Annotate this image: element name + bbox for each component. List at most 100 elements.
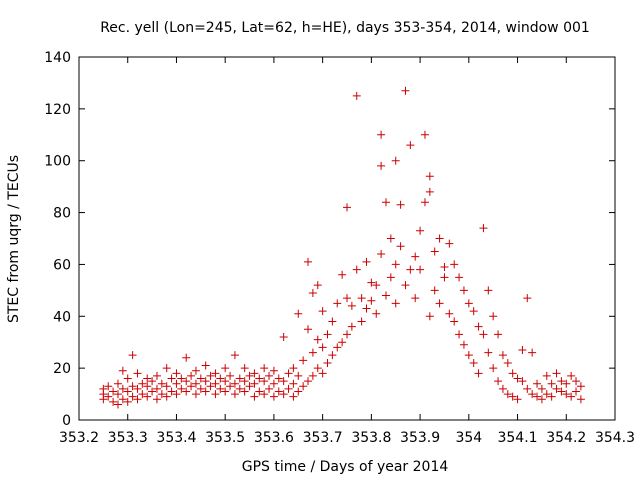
- data-point: [235, 374, 244, 383]
- data-point: [201, 387, 210, 396]
- data-point: [182, 353, 191, 362]
- data-point: [250, 369, 259, 378]
- data-point: [450, 260, 459, 269]
- data-point: [484, 348, 493, 357]
- data-point: [289, 364, 298, 373]
- data-point: [333, 299, 342, 308]
- data-point: [226, 382, 235, 391]
- data-point: [269, 379, 278, 388]
- data-point: [289, 392, 298, 401]
- y-tick-label: 40: [53, 309, 71, 325]
- data-point: [240, 377, 249, 386]
- data-point: [109, 387, 118, 396]
- data-point: [284, 384, 293, 393]
- data-point: [172, 390, 181, 399]
- data-point: [474, 369, 483, 378]
- x-tick-label: 353.5: [205, 430, 245, 446]
- data-point: [308, 348, 317, 357]
- data-point: [133, 384, 142, 393]
- x-tick-label: 353.2: [59, 430, 99, 446]
- x-tick-label: 354: [455, 430, 482, 446]
- axis-ticks: 353.2 353.3 353.4 353.5 353.6 353.7 353.8 353.9…: [44, 50, 635, 446]
- data-point: [537, 395, 546, 404]
- data-point: [503, 390, 512, 399]
- data-point: [318, 369, 327, 378]
- data-point: [240, 387, 249, 396]
- data-point: [157, 379, 166, 388]
- data-point: [255, 387, 264, 396]
- data-point: [391, 156, 400, 165]
- data-point: [260, 390, 269, 399]
- data-point: [191, 379, 200, 388]
- data-point: [128, 351, 137, 360]
- data-point: [187, 382, 196, 391]
- data-point: [289, 379, 298, 388]
- data-point: [318, 343, 327, 352]
- data-point: [191, 390, 200, 399]
- data-point: [328, 317, 337, 326]
- data-point: [162, 382, 171, 391]
- data-point: [464, 351, 473, 360]
- data-point: [323, 330, 332, 339]
- data-point: [338, 338, 347, 347]
- data-point: [528, 390, 537, 399]
- data-point: [562, 379, 571, 388]
- data-point: [435, 299, 444, 308]
- x-tick-label: 354.3: [595, 430, 635, 446]
- x-axis-label: GPS time / Days of year 2014: [242, 459, 449, 475]
- data-point: [372, 309, 381, 318]
- data-point: [104, 392, 113, 401]
- data-point: [274, 374, 283, 383]
- data-point: [123, 397, 132, 406]
- data-point: [216, 374, 225, 383]
- data-point: [294, 309, 303, 318]
- data-point: [430, 286, 439, 295]
- data-point: [498, 351, 507, 360]
- data-point: [143, 382, 152, 391]
- data-point: [391, 260, 400, 269]
- data-point: [557, 387, 566, 396]
- data-point: [118, 395, 127, 404]
- data-point: [240, 364, 249, 373]
- data-point: [445, 239, 454, 248]
- data-point: [338, 270, 347, 279]
- data-point: [260, 377, 269, 386]
- data-point: [167, 374, 176, 383]
- data-point: [420, 130, 429, 139]
- data-point: [479, 224, 488, 233]
- data-point: [401, 281, 410, 290]
- data-point: [435, 234, 444, 243]
- data-point: [406, 141, 415, 150]
- data-point: [391, 299, 400, 308]
- data-point: [274, 387, 283, 396]
- data-point: [381, 198, 390, 207]
- data-point: [494, 330, 503, 339]
- data-point: [484, 286, 493, 295]
- data-point: [377, 250, 386, 259]
- data-point: [172, 379, 181, 388]
- data-point: [187, 371, 196, 380]
- data-point: [425, 187, 434, 196]
- data-point: [265, 384, 274, 393]
- data-point: [206, 371, 215, 380]
- data-point: [294, 387, 303, 396]
- data-point: [420, 198, 429, 207]
- data-point: [123, 387, 132, 396]
- data-point: [455, 273, 464, 282]
- x-tick-label: 353.9: [400, 430, 440, 446]
- data-point: [109, 397, 118, 406]
- data-point: [523, 384, 532, 393]
- data-point: [464, 299, 473, 308]
- data-point: [279, 377, 288, 386]
- data-point: [572, 387, 581, 396]
- data-point: [113, 400, 122, 409]
- data-point: [377, 130, 386, 139]
- data-point: [299, 356, 308, 365]
- x-tick-label: 353.4: [156, 430, 196, 446]
- data-point: [245, 371, 254, 380]
- data-point: [123, 374, 132, 383]
- data-point: [313, 281, 322, 290]
- data-point: [308, 371, 317, 380]
- data-point: [572, 377, 581, 386]
- data-point: [381, 291, 390, 300]
